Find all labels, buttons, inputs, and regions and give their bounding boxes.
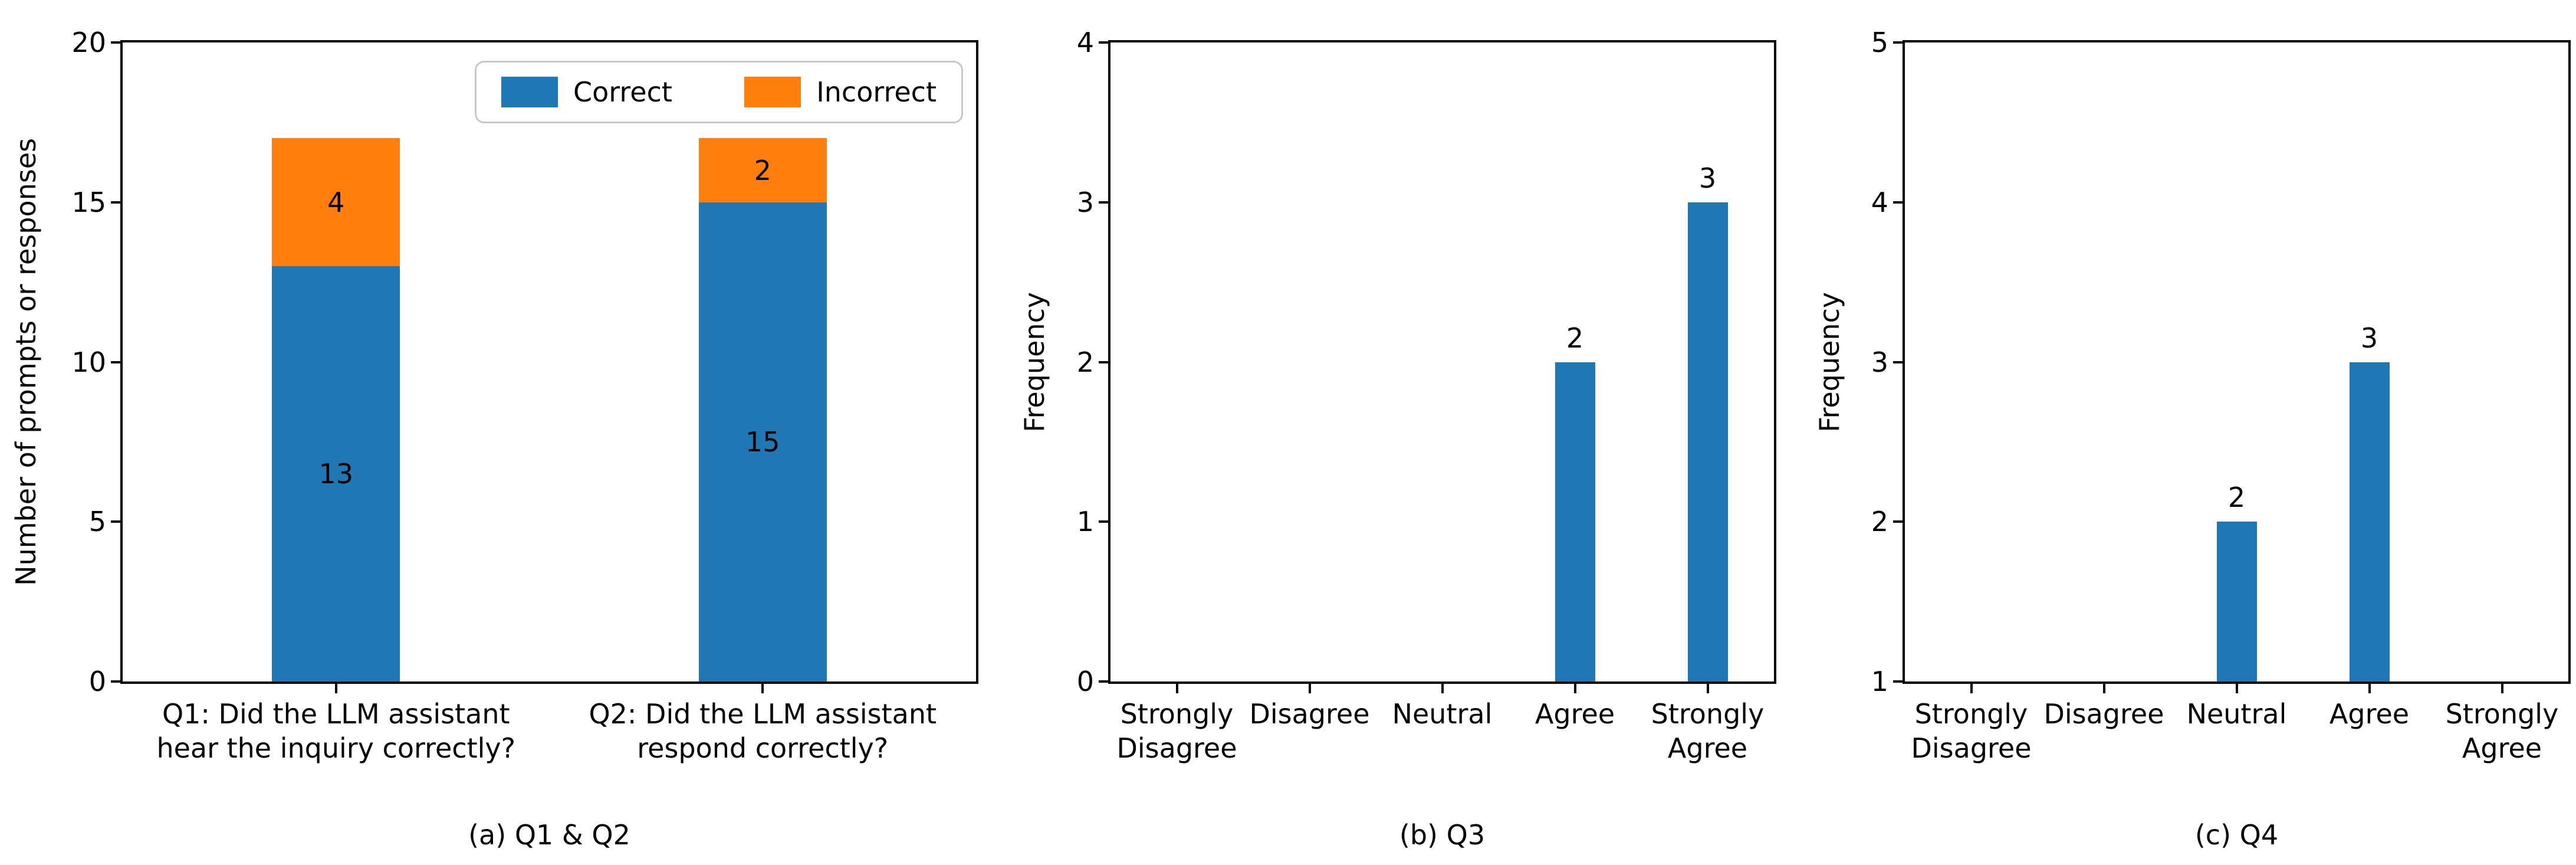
x-tick-mark	[1175, 684, 1178, 693]
x-tick-mark	[334, 684, 337, 693]
axes-panel-a	[120, 40, 978, 684]
bar-value-label: 4	[327, 186, 345, 218]
legend-label-correct: Correct	[573, 76, 672, 108]
bar-value-label: 2	[754, 154, 771, 186]
bar-value-label: 15	[745, 425, 780, 458]
x-tick-mark	[1441, 684, 1444, 693]
x-tick-label: Strongly Disagree	[1116, 698, 1237, 764]
x-tick-mark	[1308, 684, 1311, 693]
y-tick-label: 10	[71, 346, 106, 378]
legend-label-incorrect: Incorrect	[816, 76, 937, 108]
legend-entry-incorrect: Incorrect	[744, 76, 937, 108]
y-tick-mark	[1893, 520, 1903, 523]
axes-panel-b	[1108, 40, 1776, 684]
y-tick-label: 1	[1076, 506, 1094, 538]
y-tick-label: 5	[1871, 27, 1888, 58]
x-tick-label: Neutral	[1392, 698, 1493, 730]
bar-segment-incorrect	[698, 138, 827, 202]
y-tick-label: 3	[1871, 346, 1888, 378]
bar-value-label: 13	[318, 458, 354, 490]
bar-segment-correct	[698, 202, 827, 681]
bar	[2349, 362, 2390, 681]
bar-value-label: 2	[2227, 481, 2246, 514]
x-tick-mark	[1573, 684, 1576, 693]
legend-entry-correct: Correct	[501, 76, 672, 108]
y-tick-mark	[1099, 680, 1108, 683]
legend-swatch-incorrect	[744, 77, 801, 107]
caption-a: (a) Q1 & Q2	[468, 819, 630, 851]
y-tick-mark	[111, 680, 120, 683]
bar-segment-correct	[272, 266, 400, 681]
y-tick-mark	[1099, 41, 1108, 44]
x-tick-label: Disagree	[2043, 698, 2164, 730]
x-tick-label: Q2: Did the LLM assistant respond correc…	[589, 698, 937, 764]
y-tick-mark	[1099, 201, 1108, 204]
y-tick-mark	[1893, 41, 1903, 44]
y-tick-mark	[111, 41, 120, 44]
y-tick-mark	[1099, 361, 1108, 363]
x-tick-mark	[2501, 684, 2503, 693]
y-tick-label: 0	[1076, 666, 1094, 697]
x-tick-label: Strongly Agree	[2445, 698, 2559, 764]
y-tick-label: 0	[88, 666, 106, 697]
bar-value-label: 2	[1566, 322, 1584, 354]
y-tick-label: 4	[1871, 186, 1888, 218]
y-tick-label: 15	[71, 186, 106, 218]
y-tick-label: 2	[1871, 506, 1888, 538]
bar-value-label: 3	[1698, 162, 1717, 194]
bar	[1687, 202, 1728, 681]
x-tick-mark	[2102, 684, 2105, 693]
x-tick-label: Neutral	[2186, 698, 2287, 730]
y-tick-label: 2	[1076, 346, 1094, 378]
y-tick-label: 1	[1871, 666, 1888, 697]
x-tick-mark	[1970, 684, 1973, 693]
x-tick-mark	[1706, 684, 1709, 693]
x-tick-label: Disagree	[1249, 698, 1370, 730]
bar	[1555, 362, 1595, 681]
bar-segment-incorrect	[272, 138, 400, 267]
x-tick-mark	[2368, 684, 2371, 693]
y-tick-mark	[111, 520, 120, 523]
bar-value-label: 3	[2360, 322, 2378, 354]
y-tick-mark	[1893, 361, 1903, 363]
caption-c: (c) Q4	[2194, 819, 2279, 851]
y-tick-label: 5	[88, 506, 106, 538]
x-tick-label: Agree	[2329, 698, 2410, 730]
y-tick-mark	[111, 361, 120, 363]
y-tick-mark	[1893, 680, 1903, 683]
legend-swatch-correct	[501, 77, 558, 107]
y-tick-mark	[1099, 520, 1108, 523]
bar	[2216, 522, 2257, 681]
x-tick-label: Strongly Agree	[1651, 698, 1765, 764]
x-tick-label: Q1: Did the LLM assistant hear the inqui…	[156, 698, 516, 764]
y-tick-label: 20	[71, 27, 106, 58]
x-tick-mark	[761, 684, 764, 693]
caption-b: (b) Q3	[1399, 819, 1486, 851]
x-tick-label: Agree	[1535, 698, 1615, 730]
y-tick-mark	[111, 201, 120, 204]
y-tick-mark	[1893, 201, 1903, 204]
x-tick-label: Strongly Disagree	[1911, 698, 2032, 764]
y-tick-label: 4	[1076, 27, 1094, 58]
y-tick-label: 3	[1076, 186, 1094, 218]
legend: Correct Incorrect	[475, 61, 963, 123]
x-tick-mark	[2235, 684, 2238, 693]
